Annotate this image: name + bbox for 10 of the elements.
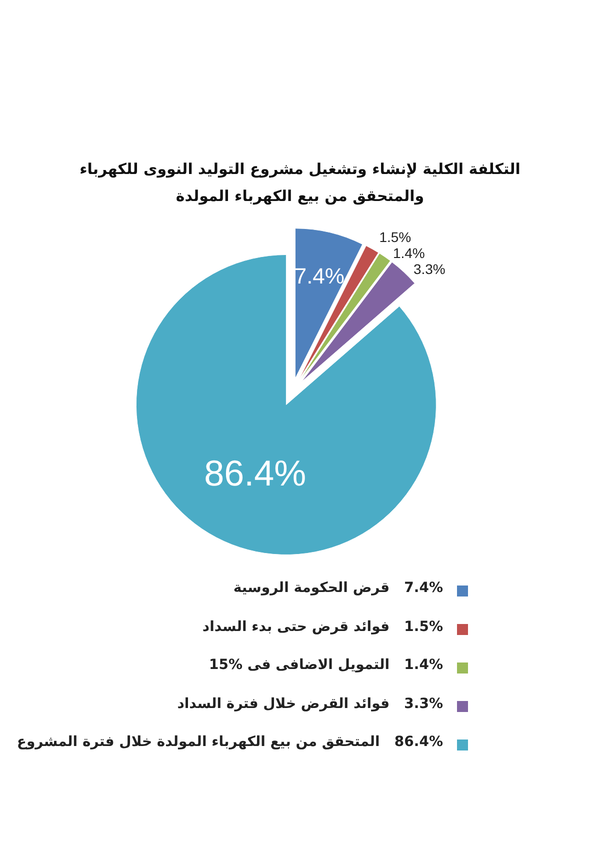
- data-label: 7.4%: [294, 264, 344, 289]
- legend-label: 7.4% قرض الحكومة الروسية: [233, 580, 443, 598]
- data-label: 1.5%: [379, 228, 412, 245]
- chart-title: التكلفة الكلية لإنشاء وتشغيل مشروع التوليد النووى للكهرباء والمتحقق من بيع الكهرباء المولدة: [78, 159, 522, 207]
- data-label: 3.3%: [413, 260, 446, 277]
- data-label: 1.4%: [392, 244, 425, 261]
- legend-label: 1.5% فوائد قرض حتى بدء السداد: [202, 618, 443, 636]
- legend-label: 86.4% المتحقق من بيع الكهرباء المولدة خلال فترة المشروع: [16, 734, 443, 752]
- legend-label: 3.3% فوائد القرض خلال فترة السداد: [177, 696, 443, 714]
- data-label: 86.4%: [204, 452, 306, 494]
